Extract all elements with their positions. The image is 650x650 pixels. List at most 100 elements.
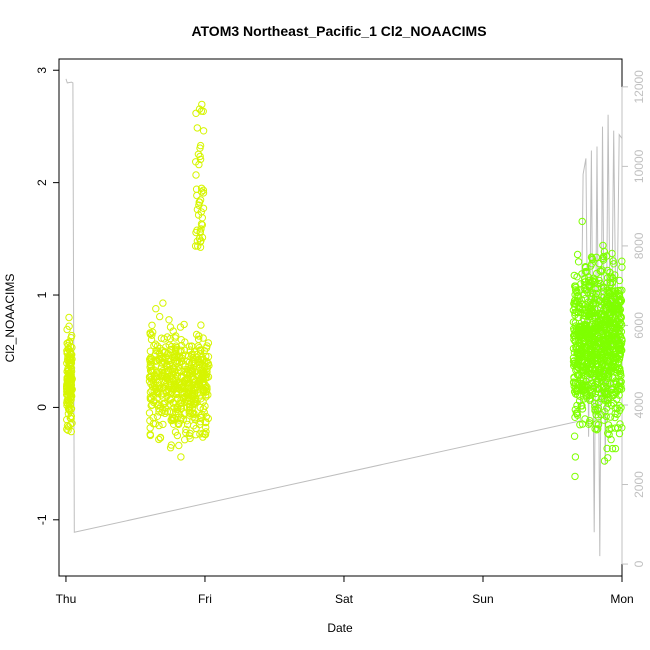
- data-point: [166, 334, 175, 343]
- data-point: [191, 414, 199, 422]
- data-point: [578, 217, 586, 226]
- data-point: [571, 413, 579, 421]
- data-point: [163, 362, 172, 371]
- data-point: [67, 427, 76, 436]
- data-point: [193, 226, 201, 234]
- data-point: [618, 263, 626, 271]
- data-point: [177, 367, 186, 376]
- data-point: [591, 425, 599, 433]
- data-point: [617, 371, 625, 380]
- data-point: [603, 444, 611, 453]
- data-point: [174, 403, 182, 411]
- data-point: [607, 435, 615, 444]
- data-point: [589, 278, 597, 286]
- data-point: [148, 321, 156, 329]
- data-point: [597, 355, 605, 363]
- data-point: [605, 425, 613, 433]
- data-point: [159, 393, 167, 401]
- data-point: [606, 413, 615, 421]
- data-point: [177, 346, 185, 354]
- data-point: [591, 336, 599, 344]
- data-point: [615, 290, 624, 298]
- data-point: [64, 373, 72, 381]
- data-point: [184, 394, 192, 402]
- data-point: [161, 409, 169, 418]
- data-point: [148, 331, 156, 339]
- data-point: [600, 457, 609, 465]
- data-point: [165, 383, 173, 391]
- data-point: [180, 346, 189, 354]
- data-point: [151, 340, 160, 348]
- data-point: [67, 396, 75, 404]
- data-point: [204, 414, 213, 423]
- data-point: [611, 363, 619, 372]
- data-point: [590, 327, 599, 335]
- data-point: [604, 399, 612, 408]
- data-point: [157, 391, 166, 399]
- y-tick-label: -1: [35, 514, 49, 525]
- data-point: [154, 400, 163, 409]
- data-point: [617, 327, 626, 336]
- data-point: [158, 368, 167, 376]
- data-point: [161, 399, 169, 407]
- data-point: [611, 413, 619, 422]
- data-point: [192, 431, 200, 439]
- data-point: [199, 189, 208, 197]
- data-point: [597, 268, 605, 276]
- data-point: [169, 420, 178, 428]
- y2-tick-label: 12000: [632, 70, 646, 104]
- data-point: [178, 388, 187, 397]
- data-point: [201, 383, 210, 392]
- data-point: [66, 348, 74, 356]
- data-point: [162, 353, 170, 361]
- data-point: [569, 318, 578, 326]
- data-point: [609, 257, 617, 265]
- data-point: [149, 328, 157, 336]
- plot-frame: [58, 58, 623, 577]
- data-point: [63, 425, 71, 433]
- data-point: [592, 289, 601, 298]
- data-point: [192, 109, 200, 118]
- data-point: [197, 321, 205, 329]
- data-point: [611, 377, 620, 385]
- data-point: [617, 344, 625, 352]
- data-point: [199, 186, 208, 195]
- data-point: [602, 412, 610, 421]
- data-point: [202, 393, 210, 401]
- data-point: [202, 344, 211, 352]
- y2-tick-label: 6000: [632, 312, 646, 339]
- data-point: [63, 396, 71, 405]
- data-point: [166, 360, 174, 369]
- data-point: [570, 360, 578, 368]
- data-point: [615, 385, 623, 393]
- data-point: [571, 359, 579, 367]
- data-point: [613, 395, 621, 403]
- data-point: [573, 250, 582, 259]
- data-point: [593, 279, 601, 288]
- data-point: [202, 423, 210, 432]
- data-point: [151, 383, 160, 392]
- series-flight-1-points: [62, 100, 213, 461]
- data-point: [156, 434, 165, 442]
- data-point: [181, 362, 190, 370]
- data-point: [591, 341, 600, 349]
- data-point: [599, 287, 608, 295]
- data-point: [600, 283, 608, 291]
- y-axis-label: Cl2_NOAACIMS: [3, 274, 17, 363]
- series-flight-2-points: [569, 217, 626, 481]
- data-point: [614, 302, 623, 311]
- data-point: [584, 359, 592, 368]
- data-point: [571, 303, 579, 311]
- data-point: [147, 335, 156, 344]
- data-point: [66, 375, 74, 383]
- data-point: [610, 294, 619, 302]
- data-point: [171, 346, 179, 354]
- data-point: [171, 428, 180, 436]
- data-point: [617, 382, 625, 390]
- data-point: [182, 425, 190, 434]
- data-point: [146, 424, 154, 432]
- data-point: [581, 415, 589, 423]
- data-point: [197, 225, 205, 233]
- data-point: [571, 472, 579, 481]
- y-axis-left: -1 0 1 2 3: [35, 67, 60, 525]
